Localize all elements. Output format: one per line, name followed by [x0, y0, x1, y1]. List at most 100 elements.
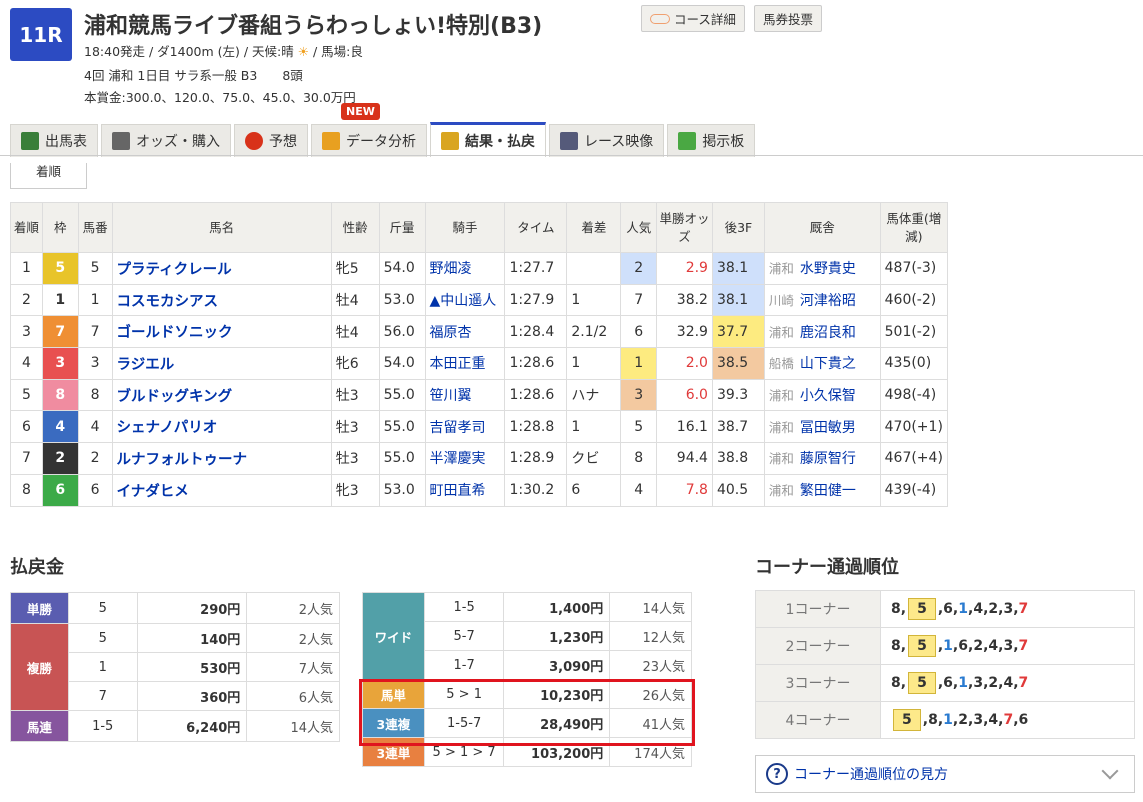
cell-trainer: 浦和 藤原智行 — [763, 442, 881, 475]
cell-pop: 1 — [620, 347, 658, 380]
trainer-link[interactable]: 藤原智行 — [799, 451, 856, 468]
tab-bar: 出馬表 オッズ・購入 予想 データ分析 結果・払戻 レース映像 掲示板 — [10, 122, 756, 157]
trainer-link[interactable]: 河津裕昭 — [799, 293, 856, 310]
tab-3[interactable]: データ分析 — [311, 124, 427, 157]
horse-name-link[interactable]: ルナフォルトゥーナ — [116, 451, 248, 468]
jockey-link[interactable]: 笹川翼 — [429, 388, 472, 405]
payout-row: 馬単 5 > 1 10,230円 26人気 — [362, 679, 692, 709]
corner-help-toggle[interactable]: ? コーナー通過順位の見方 — [755, 755, 1135, 793]
trainer-link[interactable]: 冨田敏男 — [799, 419, 856, 436]
trainer-link[interactable]: 水野貴史 — [799, 261, 856, 278]
trainer-location: 浦和 — [768, 388, 794, 404]
cell-sexage: 牝6 — [330, 347, 380, 380]
bet-button[interactable]: 馬券投票 — [754, 5, 823, 32]
corner-help-label: コーナー通過順位の見方 — [794, 767, 948, 783]
tab-4[interactable]: 結果・払戻 — [430, 122, 546, 157]
trainer-link[interactable]: 小久保智 — [799, 388, 856, 405]
separator: , — [967, 638, 974, 654]
cell-last3f: 38.1 — [711, 252, 765, 285]
tab-divider — [0, 155, 1143, 156]
jockey-link[interactable]: 半澤慶実 — [429, 451, 486, 468]
question-icon: ? — [766, 763, 788, 785]
corner-label: 2コーナー — [755, 627, 881, 665]
video-icon — [560, 132, 578, 150]
horse-name-link[interactable]: コスモカシアス — [116, 293, 219, 310]
horse-name-link[interactable]: ゴールドソニック — [116, 325, 233, 342]
table-row: 2 1 1 コスモカシアス 牡4 53.0 ▲中山遥人 1:27.9 1 7 38.2 38.1 川崎河… — [10, 283, 949, 317]
race-number-badge: 11R — [10, 8, 72, 61]
cell-rank: 4 — [10, 347, 43, 380]
corner-horse: 2 — [988, 675, 999, 691]
cell-frame: 7 — [41, 315, 79, 349]
cell-frame: 2 — [41, 442, 79, 475]
trainer-link[interactable]: 繁田健一 — [799, 483, 856, 500]
separator: , — [1013, 601, 1019, 617]
payout-amount: 1,400円 — [503, 592, 611, 622]
header-6: 騎手 — [424, 202, 506, 253]
horse-name-link[interactable]: イナダヒメ — [116, 483, 189, 500]
sun-icon: ☀ — [297, 44, 309, 59]
trainer-location: 浦和 — [768, 483, 794, 499]
jockey-link[interactable]: 本田正重 — [429, 356, 486, 373]
cell-num: 3 — [77, 347, 113, 380]
header-9: 人気 — [620, 202, 658, 253]
jockey-link[interactable]: 野畑凌 — [429, 261, 472, 278]
cell-frame: 1 — [41, 283, 79, 317]
payout-popularity: 12人気 — [609, 621, 692, 651]
cell-frame: 4 — [41, 410, 79, 444]
course-detail-button[interactable]: コース詳細 — [641, 5, 745, 32]
corner-horse: 8 — [928, 712, 938, 728]
separator: , — [967, 712, 974, 728]
horse-name-link[interactable]: シェナノパリオ — [116, 420, 218, 437]
cell-weight: 53.0 — [378, 473, 426, 507]
jockey-link[interactable]: ▲中山遥人 — [429, 293, 497, 310]
table-row: 7 2 2 ルナフォルトゥーナ 牡3 55.0 半澤慶実 1:28.9 クビ 8 94.4 38.8 浦… — [10, 442, 949, 475]
cell-rank: 1 — [10, 252, 43, 285]
payout-type-1: 馬単 — [362, 679, 425, 709]
cell-rank: 2 — [10, 283, 43, 317]
trainer-location: 浦和 — [768, 324, 794, 340]
cell-time: 1:28.6 — [504, 378, 568, 412]
horse-name-link[interactable]: プラティクレール — [116, 261, 232, 278]
trainer-link[interactable]: 山下貴之 — [799, 356, 856, 373]
corner-order: 8, 5,6,1,4,2,3,7 — [880, 590, 1135, 628]
subtab-finish-order[interactable]: 着順 — [10, 163, 87, 189]
separator: , — [900, 601, 907, 617]
tab-5[interactable]: レース映像 — [549, 124, 665, 157]
tab-0[interactable]: 出馬表 — [10, 124, 98, 157]
coins-icon — [441, 132, 459, 150]
jockey-link[interactable]: 町田直希 — [429, 483, 486, 500]
jockey-link[interactable]: 吉留孝司 — [429, 419, 486, 436]
cell-pop: 2 — [620, 252, 658, 285]
tab-1[interactable]: オッズ・購入 — [101, 124, 231, 157]
cell-jockey: 半澤慶実 — [424, 442, 506, 475]
cell-time: 1:28.4 — [504, 315, 568, 349]
corner-horse: 7 — [1018, 601, 1029, 617]
trainer-link[interactable]: 鹿沼良和 — [799, 324, 856, 341]
corner-table: 1コーナー 8, 5,6,1,4,2,3,7 2コーナー 8, 5,1,6,2,4,3,7… — [755, 590, 1135, 739]
cell-margin: ハナ — [566, 378, 622, 412]
cell-odds: 32.9 — [656, 315, 713, 349]
payout-type-2: 馬連 — [10, 710, 69, 742]
payout-table-right: ワイド 1-5 1,400円 14人気 5-7 1,230円 12人気 1-7 3,090円 23… — [362, 592, 692, 767]
horse-name-link[interactable]: ラジエル — [116, 356, 175, 373]
corner-horse: 7 — [1003, 712, 1014, 728]
cell-weight: 56.0 — [378, 315, 426, 349]
jockey-link[interactable]: 福原杏 — [429, 324, 472, 341]
cell-rank: 8 — [10, 473, 43, 507]
tab-6[interactable]: 掲示板 — [667, 124, 756, 157]
cell-body: 487(-3) — [879, 252, 949, 285]
separator: , — [998, 638, 1004, 654]
corner-horse: 4 — [988, 712, 999, 728]
header-3: 馬名 — [111, 202, 332, 253]
corner-row: 4コーナー 5,8,1,2,3,4,7,6 — [755, 701, 1135, 739]
tab-2[interactable]: 予想 — [234, 124, 308, 157]
table-row: 1 5 5 プラティクレール 牝5 54.0 野畑凌 1:27.7 2 2.9 38.1 浦和 水野貴史… — [10, 252, 949, 285]
corner-row: 1コーナー 8, 5,6,1,4,2,3,7 — [755, 590, 1135, 628]
corner-horse: 8 — [891, 675, 901, 691]
separator: , — [900, 638, 907, 654]
horse-name-link[interactable]: ブルドッグキング — [116, 388, 233, 405]
cell-num: 6 — [77, 473, 113, 507]
cell-name: プラティクレール — [111, 252, 332, 285]
cell-last3f: 38.1 — [711, 283, 765, 317]
